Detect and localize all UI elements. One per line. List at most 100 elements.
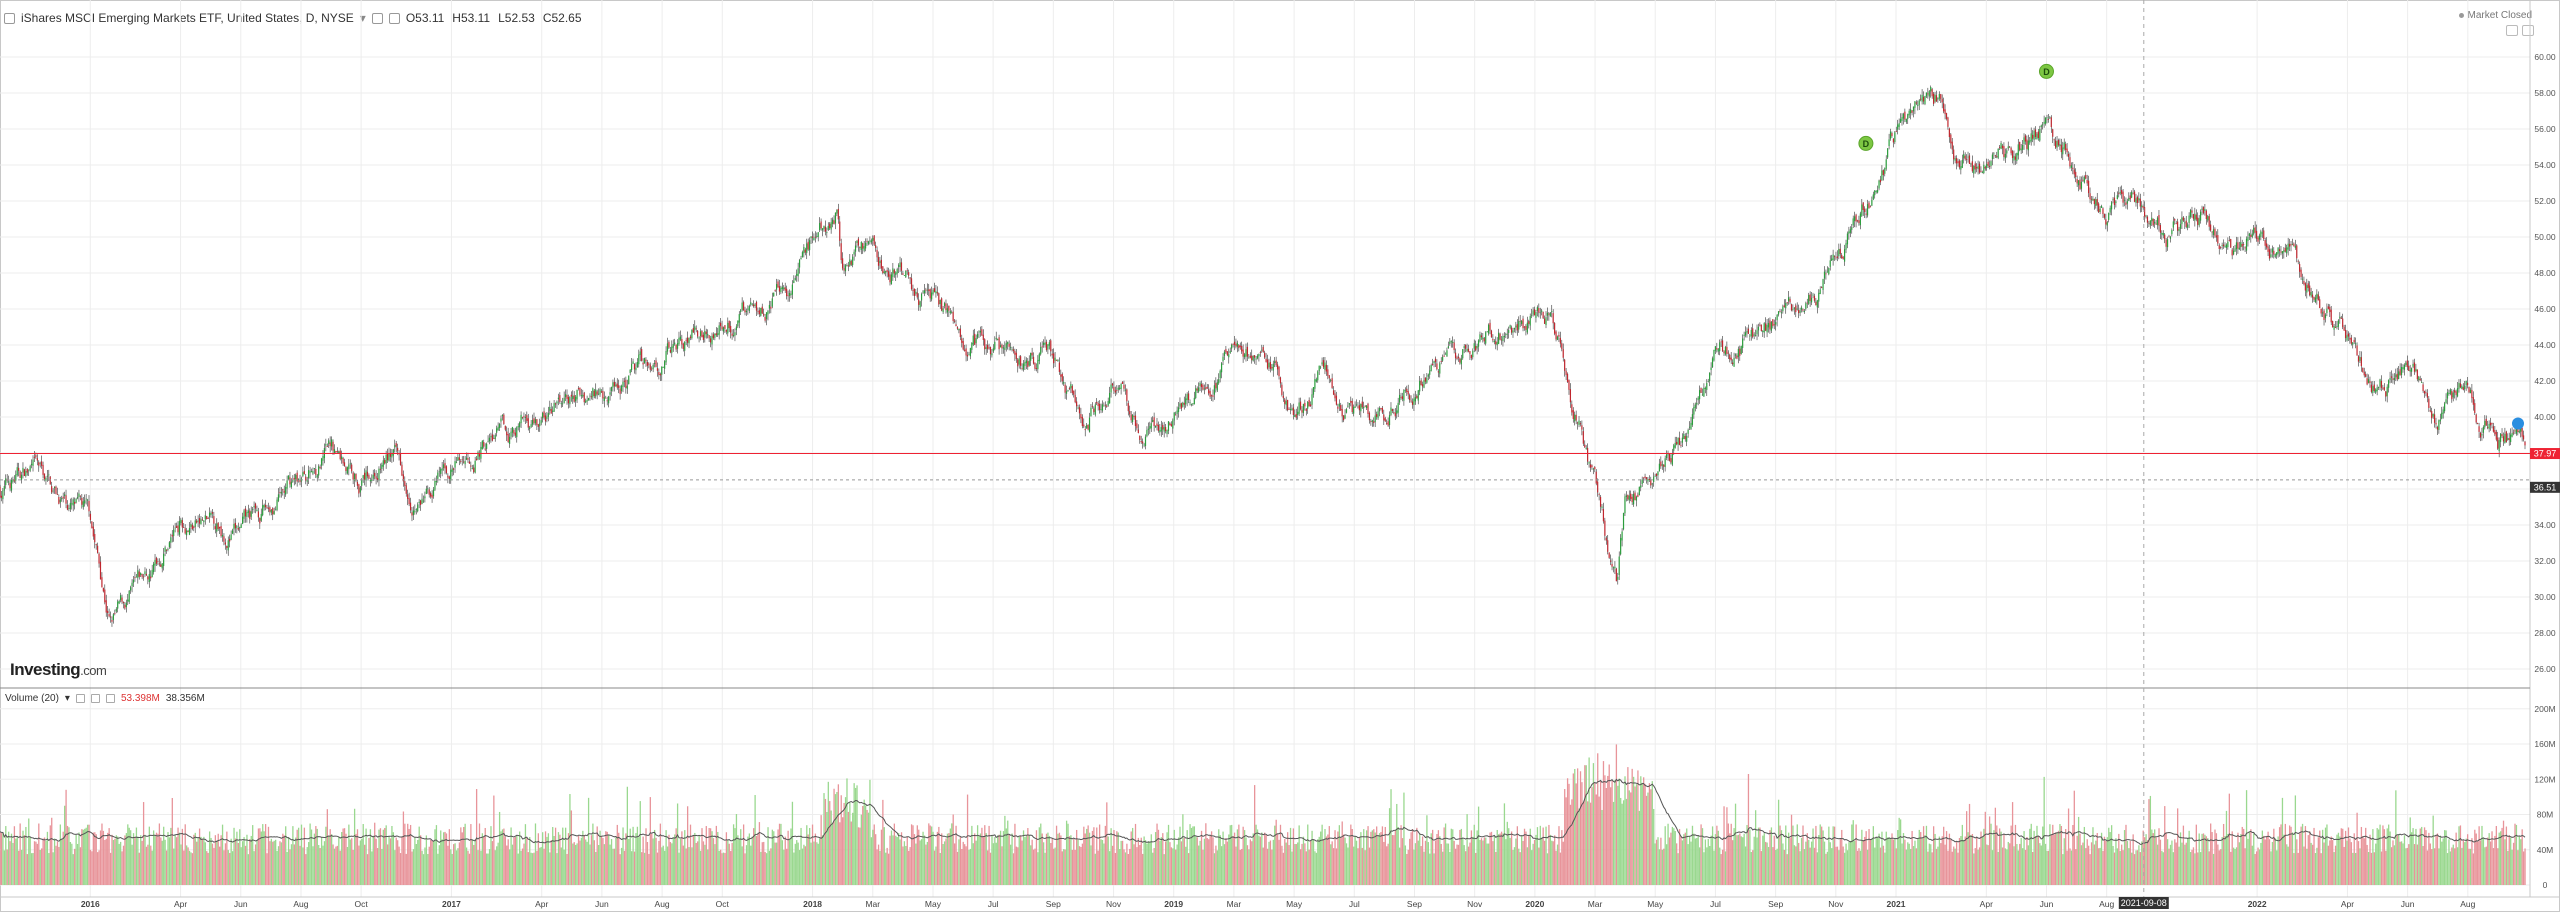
- settings-icon[interactable]: [371, 12, 383, 24]
- candle-body: [906, 270, 908, 272]
- volume-bar: [2326, 824, 2328, 885]
- volume-bar: [1301, 843, 1303, 885]
- volume-bar: [174, 835, 176, 885]
- volume-bar: [193, 834, 195, 885]
- volume-bar: [1697, 835, 1699, 885]
- candle-body: [1177, 407, 1180, 413]
- candle-body: [115, 608, 117, 612]
- time-tick-label: Oct: [716, 899, 730, 909]
- candle-body: [784, 287, 786, 291]
- maximize-pane-icon[interactable]: [2506, 25, 2518, 36]
- volume-bar: [220, 835, 222, 885]
- volume-bar: [1500, 831, 1503, 885]
- volume-bar: [2073, 790, 2075, 885]
- candle-body: [1858, 220, 1860, 224]
- candle-body: [1653, 476, 1655, 482]
- candle-body: [1446, 350, 1448, 357]
- volume-bar: [2247, 838, 2249, 885]
- candle-body: [1311, 394, 1313, 405]
- candle-body: [188, 527, 191, 535]
- volume-bar: [586, 841, 588, 885]
- candle-body: [1792, 309, 1794, 310]
- candle-body: [2063, 142, 2065, 149]
- candle-body: [1521, 320, 1523, 324]
- volume-bar: [2365, 827, 2367, 885]
- candle-body: [483, 442, 485, 447]
- volume-bar: [860, 814, 862, 885]
- volume-bar: [753, 828, 755, 885]
- candle-body: [938, 293, 940, 305]
- candle-body: [5, 478, 7, 486]
- candle-body: [751, 304, 753, 305]
- volume-bar: [154, 835, 156, 885]
- volume-bar: [1694, 838, 1696, 885]
- candle-body: [1480, 335, 1483, 338]
- volume-bar: [2232, 847, 2235, 885]
- candle-body: [1430, 365, 1432, 371]
- volume-bar: [2237, 832, 2239, 885]
- candle-body: [2069, 157, 2071, 167]
- volume-bar: [217, 833, 219, 885]
- collapse-icon[interactable]: [4, 12, 15, 24]
- volume-bar: [346, 846, 349, 885]
- volume-bar: [1189, 824, 1191, 885]
- candle-body: [1133, 416, 1135, 418]
- candle-body: [424, 496, 426, 499]
- time-tick-label: 2016: [81, 899, 100, 909]
- volume-bar: [1588, 757, 1590, 885]
- candle-body: [49, 476, 51, 485]
- candle-body: [365, 470, 367, 481]
- volume-bar: [984, 825, 986, 885]
- volume-bar: [1185, 846, 1187, 885]
- candle-body: [376, 478, 379, 480]
- volume-bar: [2198, 833, 2200, 885]
- candle-body: [319, 467, 321, 469]
- volume-bar: [1828, 826, 1830, 885]
- candle-body: [712, 334, 715, 339]
- candle-body: [827, 225, 829, 230]
- candle-body: [652, 364, 654, 370]
- candle-body: [1017, 359, 1019, 367]
- candle-body: [260, 513, 262, 521]
- candle-body: [233, 523, 235, 530]
- volume-bar: [1617, 785, 1619, 885]
- candle-body: [2119, 191, 2121, 194]
- chevron-down-icon[interactable]: ▾: [359, 11, 366, 25]
- volume-bar: [2202, 833, 2205, 885]
- candle-body: [1934, 94, 1936, 102]
- candle-body: [1465, 344, 1467, 349]
- volume-bar: [300, 824, 303, 885]
- volume-bar: [66, 825, 69, 885]
- volume-bar: [329, 829, 331, 885]
- volume-bar: [1231, 824, 1233, 885]
- candle-body: [1407, 390, 1409, 395]
- volume-bar: [2355, 852, 2357, 885]
- volume-bar: [579, 840, 581, 885]
- volume-bar: [991, 835, 993, 885]
- hide-icon[interactable]: [388, 12, 400, 24]
- volume-bar: [1060, 835, 1062, 885]
- volume-bar: [563, 849, 565, 885]
- volume-bar: [236, 831, 238, 885]
- time-tick-label: 2021: [1887, 899, 1906, 909]
- volume-bar: [2029, 828, 2031, 885]
- candle-body: [1558, 334, 1560, 337]
- candle-body: [1432, 363, 1434, 365]
- volume-bar: [1139, 845, 1141, 885]
- volume-bar: [1641, 782, 1643, 885]
- time-axis[interactable]: 2016 Apr Jun Aug Oct 2017 Apr Jun Aug Oct 2018 Mar M…: [81, 899, 2476, 909]
- instrument-title[interactable]: iShares MSCI Emerging Markets ETF, Unite…: [21, 11, 354, 25]
- volume-bar: [131, 844, 133, 885]
- candle-body: [791, 284, 793, 295]
- candle-body: [102, 587, 104, 592]
- candle-body: [1832, 254, 1834, 261]
- candle-body: [2178, 228, 2180, 232]
- candle-body: [1677, 437, 1679, 445]
- volume-bar: [2332, 840, 2334, 885]
- volume-bar: [893, 823, 896, 885]
- volume-bar: [1937, 846, 1939, 885]
- restore-pane-icon[interactable]: [2522, 25, 2534, 36]
- volume-bar: [1531, 850, 1533, 885]
